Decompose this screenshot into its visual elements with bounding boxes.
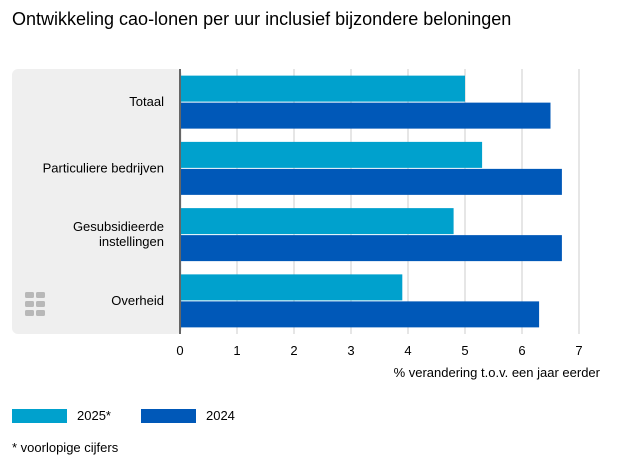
x-tick-label: 3 — [347, 343, 354, 358]
legend-item-2025: 2025* — [12, 408, 111, 423]
legend-item-2024: 2024 — [140, 408, 235, 423]
x-tick-label: 5 — [461, 343, 468, 358]
x-axis-label: % verandering t.o.v. een jaar eerder — [394, 365, 601, 380]
bar — [180, 301, 540, 328]
x-tick-label: 6 — [518, 343, 525, 358]
bar — [180, 102, 551, 129]
legend-label-2025: 2025* — [77, 408, 111, 423]
bar — [180, 235, 562, 262]
category-label: Overheid — [111, 293, 164, 308]
legend-swatch-2024 — [140, 408, 196, 423]
bar — [180, 141, 483, 168]
x-tick-label: 2 — [290, 343, 297, 358]
legend: 2025* 2024 — [12, 408, 265, 423]
category-label: Gesubsidieerde instellingen — [73, 219, 164, 249]
x-tick-label: 0 — [176, 343, 183, 358]
bar — [180, 274, 403, 301]
category-panel — [12, 69, 182, 334]
x-tick-label: 7 — [575, 343, 582, 358]
footnote: * voorlopige cijfers — [12, 440, 119, 455]
category-label: Particuliere bedrijven — [43, 160, 164, 175]
chart-title: Ontwikkeling cao-lonen per uur inclusief… — [12, 9, 512, 29]
category-label: Totaal — [129, 94, 164, 109]
legend-swatch-2025 — [12, 408, 67, 423]
legend-label-2024: 2024 — [205, 408, 235, 423]
cbs-logo-icon — [25, 292, 45, 316]
x-tick-label: 1 — [233, 343, 240, 358]
x-tick-label: 4 — [404, 343, 411, 358]
bar — [180, 208, 454, 235]
bar — [180, 75, 465, 102]
bar-chart: 0 1 2 3 4 5 6 7 Totaal Particuliere bedrijven Gesu… — [12, 69, 601, 380]
bar — [180, 168, 562, 195]
